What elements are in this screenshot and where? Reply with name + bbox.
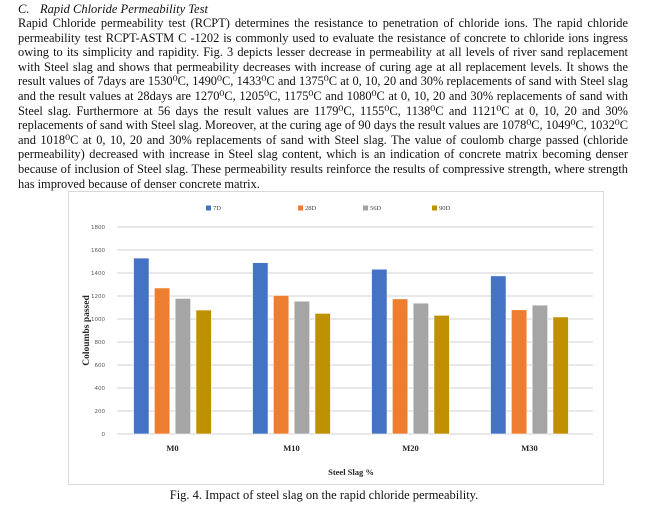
- bar-28d-m0: [154, 287, 171, 435]
- bar-90d-m20: [433, 315, 450, 435]
- bar-90d-m10: [314, 313, 331, 435]
- bar-7d-m10: [252, 262, 269, 435]
- section-number: C.: [18, 2, 30, 16]
- section-heading: C. Rapid Chloride Permeability Test: [18, 2, 208, 16]
- x-category-label: M0: [166, 443, 178, 453]
- chart-frame: 0 200 400 600 800 1000 1200 1400 1600 1800 M0 M10 M2…: [68, 191, 604, 485]
- bar-56d-m10: [293, 300, 310, 435]
- y-tick-label: 1000: [91, 317, 105, 323]
- legend-label-90d: 90D: [439, 205, 451, 212]
- bar-56d-m0: [174, 298, 191, 435]
- x-category-label: M30: [521, 443, 538, 453]
- bar-chart: 0 200 400 600 800 1000 1200 1400 1600 1800 M0 M10 M2…: [82, 205, 593, 477]
- x-category-label: M20: [402, 443, 419, 453]
- y-tick-label: 1400: [91, 271, 105, 277]
- y-tick-label: 1800: [91, 225, 105, 231]
- legend-label-7d: 7D: [213, 205, 221, 212]
- bar-7d-m30: [490, 275, 507, 435]
- y-tick-label: 200: [95, 409, 106, 415]
- bar-56d-m30: [531, 304, 548, 435]
- y-tick-label: 1600: [91, 248, 105, 254]
- y-tick-label: 400: [95, 386, 106, 392]
- figure-caption: Fig. 4. Impact of steel slag on the rapi…: [169, 488, 479, 502]
- y-axis-title: Coloumbs passed: [82, 295, 92, 366]
- y-tick-label: 800: [95, 340, 106, 346]
- legend-label-56d: 56D: [370, 205, 382, 212]
- bar-7d-m20: [371, 268, 388, 435]
- section-title: Rapid Chloride Permeability Test: [40, 2, 208, 16]
- y-tick-label: 600: [95, 363, 106, 369]
- y-tick-label: 0: [102, 432, 106, 438]
- bar-56d-m20: [412, 302, 429, 435]
- legend-swatch-56d: [363, 205, 368, 211]
- x-axis-title: Steel Slag %: [328, 467, 374, 477]
- x-category-label: M10: [283, 443, 300, 453]
- body-paragraph: Rapid Chloride permeability test (RCPT) …: [18, 16, 628, 191]
- legend-label-28d: 28D: [305, 205, 317, 212]
- y-tick-label: 1200: [91, 294, 105, 300]
- bar-90d-m30: [552, 316, 569, 435]
- bar-28d-m20: [392, 298, 409, 435]
- legend-swatch-28d: [298, 205, 303, 211]
- bar-7d-m0: [133, 257, 150, 435]
- legend-swatch-7d: [206, 205, 211, 211]
- bar-90d-m0: [195, 309, 212, 435]
- bar-28d-m10: [273, 295, 290, 435]
- legend-swatch-90d: [432, 205, 437, 211]
- bar-28d-m30: [511, 309, 528, 435]
